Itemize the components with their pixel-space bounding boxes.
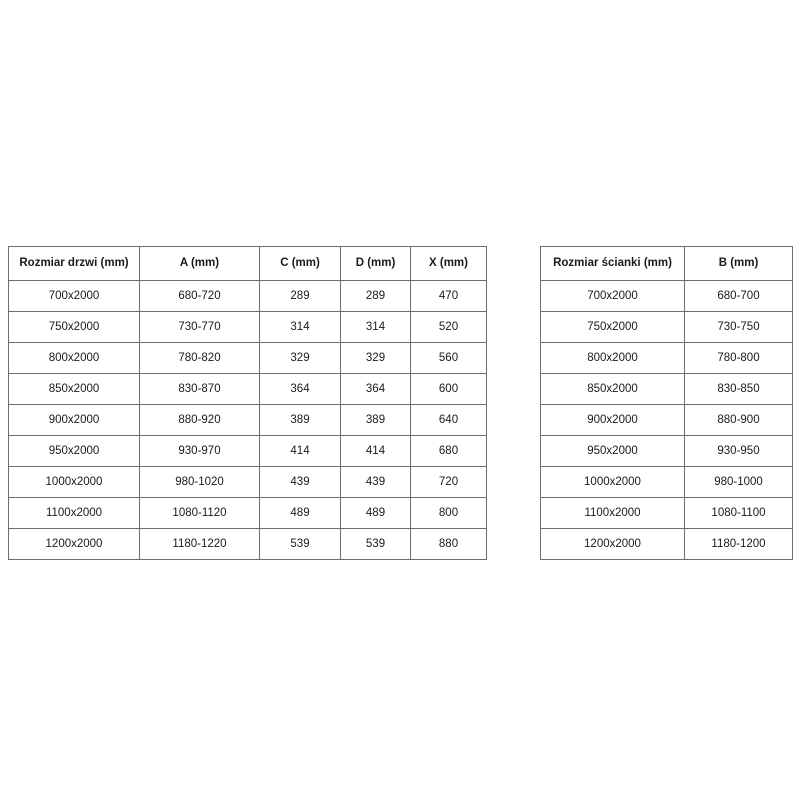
cell-b: 830-850 (684, 373, 793, 405)
table-row: 750x2000 730-770 314 314 520 (8, 311, 487, 343)
table-row: 850x2000 830-850 (540, 373, 793, 405)
cell-c: 314 (259, 311, 341, 343)
table-row: 1000x2000 980-1020 439 439 720 (8, 466, 487, 498)
cell-d: 439 (340, 466, 411, 498)
table-row: 1000x2000 980-1000 (540, 466, 793, 498)
table-row: 1200x2000 1180-1220 539 539 880 (8, 528, 487, 560)
cell-door-size: 1200x2000 (8, 528, 140, 560)
cell-a: 1080-1120 (139, 497, 260, 529)
column-header-wall-size: Rozmiar ścianki (mm) (540, 246, 685, 281)
cell-x: 600 (410, 373, 487, 405)
cell-x: 720 (410, 466, 487, 498)
cell-door-size: 850x2000 (8, 373, 140, 405)
table-row: 800x2000 780-800 (540, 342, 793, 374)
cell-d: 489 (340, 497, 411, 529)
wall-panel-dimensions-table: Rozmiar ścianki (mm) B (mm) 700x2000 680… (540, 246, 793, 560)
cell-x: 680 (410, 435, 487, 467)
cell-d: 314 (340, 311, 411, 343)
cell-d: 364 (340, 373, 411, 405)
column-header-d: D (mm) (340, 246, 411, 281)
cell-b: 980-1000 (684, 466, 793, 498)
cell-c: 539 (259, 528, 341, 560)
cell-b: 880-900 (684, 404, 793, 436)
cell-a: 680-720 (139, 280, 260, 312)
cell-a: 830-870 (139, 373, 260, 405)
cell-wall-size: 850x2000 (540, 373, 685, 405)
cell-b: 1180-1200 (684, 528, 793, 560)
cell-wall-size: 1200x2000 (540, 528, 685, 560)
cell-d: 414 (340, 435, 411, 467)
cell-wall-size: 900x2000 (540, 404, 685, 436)
cell-x: 800 (410, 497, 487, 529)
table-row: 1200x2000 1180-1200 (540, 528, 793, 560)
door-dimensions-table: Rozmiar drzwi (mm) A (mm) C (mm) D (mm) … (8, 246, 487, 560)
cell-d: 329 (340, 342, 411, 374)
cell-wall-size: 950x2000 (540, 435, 685, 467)
cell-a: 880-920 (139, 404, 260, 436)
cell-x: 880 (410, 528, 487, 560)
cell-a: 980-1020 (139, 466, 260, 498)
cell-x: 520 (410, 311, 487, 343)
cell-d: 539 (340, 528, 411, 560)
cell-b: 680-700 (684, 280, 793, 312)
cell-wall-size: 1000x2000 (540, 466, 685, 498)
table-row: 950x2000 930-970 414 414 680 (8, 435, 487, 467)
cell-d: 389 (340, 404, 411, 436)
table-row: 900x2000 880-900 (540, 404, 793, 436)
cell-wall-size: 750x2000 (540, 311, 685, 343)
table-row: 950x2000 930-950 (540, 435, 793, 467)
cell-door-size: 750x2000 (8, 311, 140, 343)
cell-c: 439 (259, 466, 341, 498)
cell-a: 930-970 (139, 435, 260, 467)
table-row: 700x2000 680-720 289 289 470 (8, 280, 487, 312)
cell-c: 489 (259, 497, 341, 529)
cell-c: 389 (259, 404, 341, 436)
cell-door-size: 1000x2000 (8, 466, 140, 498)
table-row: 750x2000 730-750 (540, 311, 793, 343)
column-header-x: X (mm) (410, 246, 487, 281)
table-row: 1100x2000 1080-1100 (540, 497, 793, 529)
cell-b: 780-800 (684, 342, 793, 374)
cell-a: 1180-1220 (139, 528, 260, 560)
cell-x: 560 (410, 342, 487, 374)
cell-door-size: 800x2000 (8, 342, 140, 374)
column-header-door-size: Rozmiar drzwi (mm) (8, 246, 140, 281)
column-header-a: A (mm) (139, 246, 260, 281)
table-row: 850x2000 830-870 364 364 600 (8, 373, 487, 405)
cell-a: 780-820 (139, 342, 260, 374)
table-row: 900x2000 880-920 389 389 640 (8, 404, 487, 436)
cell-b: 930-950 (684, 435, 793, 467)
cell-door-size: 700x2000 (8, 280, 140, 312)
cell-c: 289 (259, 280, 341, 312)
cell-wall-size: 700x2000 (540, 280, 685, 312)
column-header-b: B (mm) (684, 246, 793, 281)
cell-wall-size: 1100x2000 (540, 497, 685, 529)
cell-x: 640 (410, 404, 487, 436)
cell-d: 289 (340, 280, 411, 312)
cell-x: 470 (410, 280, 487, 312)
cell-door-size: 1100x2000 (8, 497, 140, 529)
table-row: 800x2000 780-820 329 329 560 (8, 342, 487, 374)
cell-b: 730-750 (684, 311, 793, 343)
cell-c: 414 (259, 435, 341, 467)
cell-b: 1080-1100 (684, 497, 793, 529)
table-header-row: Rozmiar ścianki (mm) B (mm) (540, 246, 793, 281)
table-row: 1100x2000 1080-1120 489 489 800 (8, 497, 487, 529)
cell-c: 329 (259, 342, 341, 374)
table-row: 700x2000 680-700 (540, 280, 793, 312)
cell-c: 364 (259, 373, 341, 405)
cell-wall-size: 800x2000 (540, 342, 685, 374)
table-header-row: Rozmiar drzwi (mm) A (mm) C (mm) D (mm) … (8, 246, 487, 281)
cell-door-size: 950x2000 (8, 435, 140, 467)
column-header-c: C (mm) (259, 246, 341, 281)
cell-door-size: 900x2000 (8, 404, 140, 436)
cell-a: 730-770 (139, 311, 260, 343)
